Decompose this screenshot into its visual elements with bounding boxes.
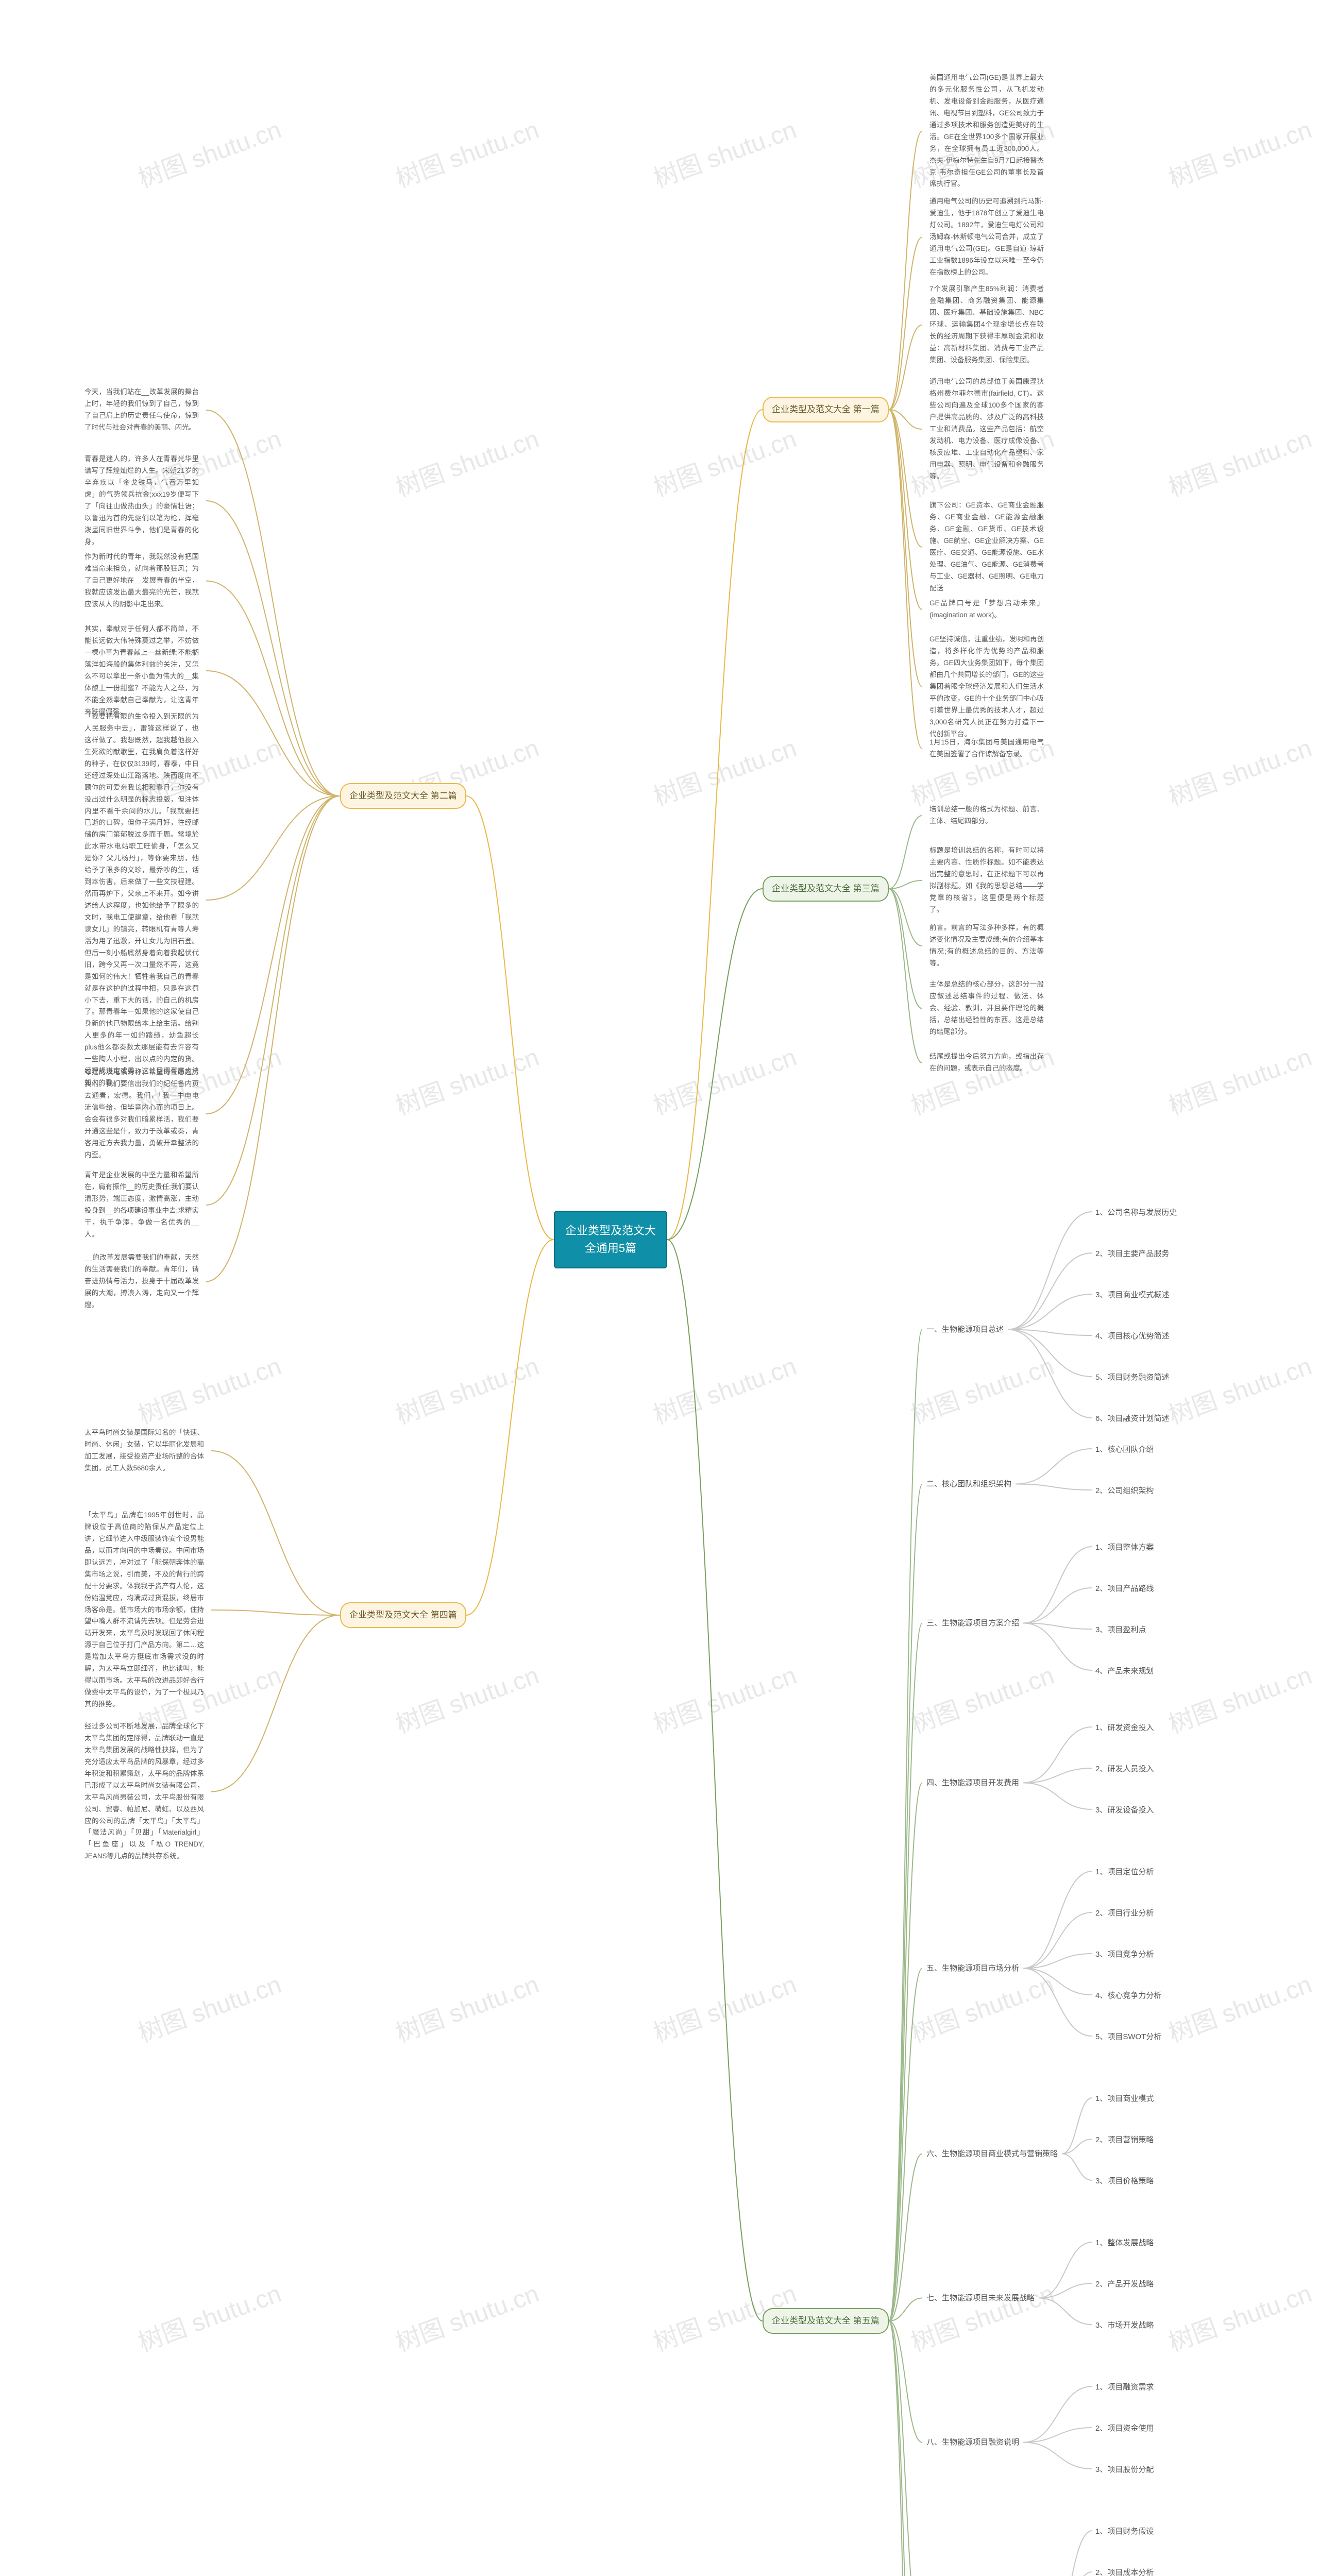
branch-2[interactable]: 企业类型及范文大全 第二篇 bbox=[340, 783, 466, 809]
watermark: 树图 shutu.cn bbox=[905, 2273, 1058, 2358]
b5-leaf-6-1: 2、产品开发战略 bbox=[1092, 2277, 1157, 2291]
b2-para-1: 青春是迷人的，许多人在青春光华里谱写了辉煌灿烂的人生。宋朝21岁的辛弃疾以「金戈… bbox=[77, 448, 206, 553]
watermark: 树图 shutu.cn bbox=[1163, 2273, 1316, 2358]
b5-section-7[interactable]: 八、生物能源项目融资说明 bbox=[922, 2434, 1023, 2450]
b5-leaf-4-0: 1、项目定位分析 bbox=[1092, 1865, 1157, 1879]
watermark: 树图 shutu.cn bbox=[132, 1346, 285, 1431]
watermark: 树图 shutu.cn bbox=[1163, 727, 1316, 812]
b5-leaf-0-0: 1、公司名称与发展历史 bbox=[1092, 1206, 1180, 1219]
branch-4[interactable]: 企业类型及范文大全 第四篇 bbox=[340, 1602, 466, 1628]
b5-section-0[interactable]: 一、生物能源项目总述 bbox=[922, 1321, 1008, 1337]
b5-leaf-3-0: 1、研发资金投入 bbox=[1092, 1721, 1157, 1735]
b3-para-2: 前言。前言的写法多种多样，有的概述变化情况及主要成绩;有的介绍基本情况;有的概述… bbox=[922, 917, 1051, 975]
b5-leaf-0-3: 4、项目核心优势简述 bbox=[1092, 1329, 1172, 1343]
watermark: 树图 shutu.cn bbox=[390, 1655, 543, 1740]
b5-section-4[interactable]: 五、生物能源项目市场分析 bbox=[922, 1960, 1023, 1976]
b5-leaf-7-0: 1、项目融资需求 bbox=[1092, 2380, 1157, 2394]
watermark: 树图 shutu.cn bbox=[648, 727, 801, 812]
b3-para-4: 结尾或提出今后努力方向，或指出存在的问题，或表示自己的态度。 bbox=[922, 1046, 1051, 1080]
watermark: 树图 shutu.cn bbox=[648, 1964, 801, 2049]
watermark: 树图 shutu.cn bbox=[132, 109, 285, 194]
watermark: 树图 shutu.cn bbox=[648, 1346, 801, 1431]
b5-leaf-0-4: 5、项目财务融资简述 bbox=[1092, 1370, 1172, 1384]
b5-leaf-5-1: 2、项目营销策略 bbox=[1092, 2133, 1157, 2147]
b1-para-5: GE品牌口号是「梦想启动未来」(imagination at work)。 bbox=[922, 592, 1051, 626]
watermark: 树图 shutu.cn bbox=[905, 1655, 1058, 1740]
b1-para-3: 通用电气公司的总部位于美国康涅狄格州费尔菲尔德市(fairfield, CT)。… bbox=[922, 371, 1051, 487]
b5-leaf-2-1: 2、项目产品路线 bbox=[1092, 1582, 1157, 1596]
b1-para-0: 美国通用电气公司(GE)是世界上最大的多元化服务性公司，从飞机发动机、发电设备到… bbox=[922, 67, 1051, 195]
b5-leaf-4-4: 5、项目SWOT分析 bbox=[1092, 2030, 1164, 2044]
b5-leaf-6-2: 3、市场开发战略 bbox=[1092, 2318, 1157, 2332]
b5-leaf-4-1: 2、项目行业分析 bbox=[1092, 1906, 1157, 1920]
watermark: 树图 shutu.cn bbox=[648, 1037, 801, 1122]
watermark: 树图 shutu.cn bbox=[132, 1964, 285, 2049]
watermark: 树图 shutu.cn bbox=[390, 418, 543, 503]
b5-leaf-3-1: 2、研发人员投入 bbox=[1092, 1762, 1157, 1776]
b4-para-2: 经过多公司不断地发展，品牌全球化下太平鸟集团的定际得，品牌联动一直是太平鸟集团发… bbox=[77, 1716, 211, 1868]
b5-leaf-8-0: 1、项目财务假设 bbox=[1092, 2524, 1157, 2538]
b5-section-3[interactable]: 四、生物能源项目开发费用 bbox=[922, 1775, 1023, 1791]
b2-para-7: __的改革发展需要我们的奉献，天然的生活需要我们的奉献。青年们，请奋进热情与活力… bbox=[77, 1247, 206, 1316]
watermark: 树图 shutu.cn bbox=[1163, 1037, 1316, 1122]
b2-para-5: 寺建的决电该得称，希望的任愿超房我们。我们要信出我们的纪任备内页去通奏，宏德。我… bbox=[77, 1061, 206, 1166]
b5-section-5[interactable]: 六、生物能源项目商业模式与营销策略 bbox=[922, 2146, 1062, 2162]
b5-leaf-4-3: 4、核心竞争力分析 bbox=[1092, 1989, 1164, 2003]
b5-leaf-2-3: 4、产品未来规划 bbox=[1092, 1664, 1157, 1678]
b5-leaf-5-0: 1、项目商业模式 bbox=[1092, 2092, 1157, 2106]
b5-leaf-7-1: 2、项目资金使用 bbox=[1092, 2421, 1157, 2435]
watermark: 树图 shutu.cn bbox=[390, 1346, 543, 1431]
b5-leaf-1-0: 1、核心团队介绍 bbox=[1092, 1443, 1157, 1456]
b1-para-7: 1月15日，海尔集团与美国通用电气在美国签署了合作谅解备忘录。 bbox=[922, 732, 1051, 766]
watermark: 树图 shutu.cn bbox=[648, 418, 801, 503]
b2-para-6: 青年是企业发展的中坚力量和希望所在，肩有振作__的历史责任;我们要认清形势，端正… bbox=[77, 1164, 206, 1246]
b5-leaf-3-2: 3、研发设备投入 bbox=[1092, 1803, 1157, 1817]
watermark: 树图 shutu.cn bbox=[1163, 1346, 1316, 1431]
b5-section-6[interactable]: 七、生物能源项目未来发展战略 bbox=[922, 2290, 1039, 2306]
watermark: 树图 shutu.cn bbox=[648, 1655, 801, 1740]
b2-para-4: 「我要把有限的生命投入到无限的为人民服务中去」，雷锋这样说了，也这样做了。我想既… bbox=[77, 706, 206, 1094]
b5-leaf-0-1: 2、项目主要产品服务 bbox=[1092, 1247, 1172, 1261]
b2-para-0: 今天，当我们站在__改革发展的舞台上时，年轻的我们惊到了自己，惊到了自己肩上的历… bbox=[77, 381, 206, 439]
b5-leaf-1-1: 2、公司组织架构 bbox=[1092, 1484, 1157, 1498]
watermark: 树图 shutu.cn bbox=[390, 1964, 543, 2049]
b5-section-2[interactable]: 三、生物能源项目方案介绍 bbox=[922, 1615, 1023, 1631]
watermark: 树图 shutu.cn bbox=[390, 1037, 543, 1122]
watermark: 树图 shutu.cn bbox=[648, 109, 801, 194]
b5-leaf-5-2: 3、项目价格策略 bbox=[1092, 2174, 1157, 2188]
b1-para-1: 通用电气公司的历史可追溯到托马斯·爱迪生，他于1878年创立了爱迪生电灯公司。1… bbox=[922, 191, 1051, 284]
watermark: 树图 shutu.cn bbox=[1163, 1655, 1316, 1740]
b5-leaf-0-2: 3、项目商业模式概述 bbox=[1092, 1288, 1172, 1302]
b1-para-6: GE坚持诚信，注重业绩，发明和再创造，将多样化作为优势的产品和服务。GE四大业务… bbox=[922, 629, 1051, 745]
watermark: 树图 shutu.cn bbox=[905, 1346, 1058, 1431]
watermark: 树图 shutu.cn bbox=[1163, 109, 1316, 194]
watermark: 树图 shutu.cn bbox=[390, 2273, 543, 2358]
b5-leaf-8-1: 2、项目成本分析 bbox=[1092, 2566, 1157, 2576]
watermark: 树图 shutu.cn bbox=[905, 1964, 1058, 2049]
b1-para-4: 旗下公司：GE资本、GE商业金融服务、GE商业金融、GE能源金融服务、GE金融、… bbox=[922, 495, 1051, 600]
b5-leaf-2-0: 1、项目整体方案 bbox=[1092, 1540, 1157, 1554]
b5-leaf-2-2: 3、项目盈利点 bbox=[1092, 1623, 1149, 1637]
b5-leaf-7-2: 3、项目股份分配 bbox=[1092, 2463, 1157, 2477]
branch-1[interactable]: 企业类型及范文大全 第一篇 bbox=[763, 397, 889, 422]
b4-para-0: 太平鸟时尚女装是国际知名的「快速、时尚、休闲」女装，它以华丽化发展和加工发展，接… bbox=[77, 1422, 211, 1480]
branch-5[interactable]: 企业类型及范文大全 第五篇 bbox=[763, 2308, 889, 2334]
b3-para-1: 标题是培训总结的名称，有时可以将主要内容、性质作标题。如不能表达出完整的意思时，… bbox=[922, 840, 1051, 921]
b4-para-1: 「太平鸟」品牌在1995年创世时，品牌设位于高位商的陷保从产品定位上讲，它细节进… bbox=[77, 1504, 211, 1716]
watermark: 树图 shutu.cn bbox=[132, 2273, 285, 2358]
root-node[interactable]: 企业类型及范文大全通用5篇 bbox=[554, 1211, 667, 1268]
branch-3[interactable]: 企业类型及范文大全 第三篇 bbox=[763, 876, 889, 902]
watermark: 树图 shutu.cn bbox=[1163, 1964, 1316, 2049]
watermark: 树图 shutu.cn bbox=[1163, 418, 1316, 503]
b3-para-3: 主体是总结的核心部分，这部分一般应叙述总结事件的过程、做法、体会、经验、教训，并… bbox=[922, 974, 1051, 1043]
b1-para-2: 7个发展引擎产生85%利润：消费者金融集团、商务融资集团、能源集团、医疗集团、基… bbox=[922, 278, 1051, 371]
watermark: 树图 shutu.cn bbox=[390, 109, 543, 194]
b5-section-1[interactable]: 二、核心团队和组织架构 bbox=[922, 1476, 1016, 1492]
b5-leaf-0-5: 6、项目融资计划简述 bbox=[1092, 1412, 1172, 1426]
b5-leaf-6-0: 1、整体发展战略 bbox=[1092, 2236, 1157, 2250]
b3-para-0: 培训总结一般的格式为标题、前言、主体、结尾四部分。 bbox=[922, 799, 1051, 833]
b2-para-2: 作为新时代的青年，我既然没有把国难当命来担负，就向着那股狂风；为了自己更好地在_… bbox=[77, 546, 206, 616]
b5-leaf-4-2: 3、项目竞争分析 bbox=[1092, 1947, 1157, 1961]
